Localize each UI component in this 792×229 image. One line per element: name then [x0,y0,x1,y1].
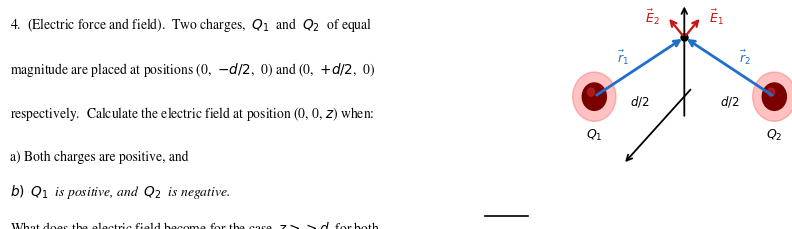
Text: $\vec{E}_1$: $\vec{E}_1$ [710,8,724,27]
Text: What does the electric field become for the case  $z >> d$  for both: What does the electric field become for … [10,220,379,229]
Text: $\hat{z}$: $\hat{z}$ [688,0,697,1]
Circle shape [573,73,616,122]
Text: $\vec{r}_2$: $\vec{r}_2$ [740,48,752,66]
Text: $d/2$: $d/2$ [720,94,739,109]
Text: $b)$  $Q_1$  is positive, and  $Q_2$  is negative.: $b)$ $Q_1$ is positive, and $Q_2$ is neg… [10,182,230,200]
Text: $\vec{r}_1$: $\vec{r}_1$ [617,48,629,66]
Circle shape [582,84,607,111]
Circle shape [588,89,595,97]
Text: respectively.  Calculate the electric field at position (0, 0, $z$) when:: respectively. Calculate the electric fie… [10,104,374,122]
Circle shape [762,84,786,111]
Text: $\vec{E}_2$: $\vec{E}_2$ [645,8,659,27]
Circle shape [767,89,775,97]
Text: 4.  (Electric force and field).  Two charges,  $Q_1$  and  $Q_2$  of equal: 4. (Electric force and field). Two charg… [10,16,372,34]
Text: $Q_2$: $Q_2$ [766,127,782,142]
Circle shape [752,73,792,122]
Text: $Q_1$: $Q_1$ [586,127,603,142]
Text: $d/2$: $d/2$ [630,94,649,109]
Text: a) Both charges are positive, and: a) Both charges are positive, and [10,150,188,163]
Text: magnitude are placed at positions (0,  $-d/2$,  0) and (0,  $+d/2$,  0): magnitude are placed at positions (0, $-… [10,61,375,79]
